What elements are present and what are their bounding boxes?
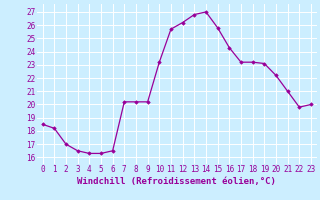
X-axis label: Windchill (Refroidissement éolien,°C): Windchill (Refroidissement éolien,°C) <box>77 177 276 186</box>
